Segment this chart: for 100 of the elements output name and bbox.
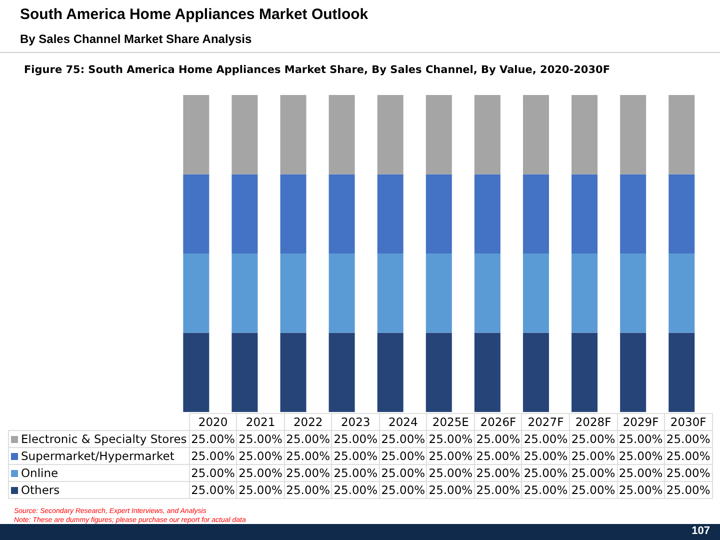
x-tick-label: 2028F [570, 414, 618, 430]
text: 107 [692, 525, 710, 537]
data-label: 25.00% [474, 464, 522, 482]
data-label: 25.00% [617, 464, 665, 482]
chart-subtitle: By Sales Channel Market Share Analysis [20, 32, 252, 46]
bar [328, 95, 355, 174]
bar [474, 332, 500, 412]
bar [377, 254, 404, 333]
data-label: 25.00% [332, 430, 380, 448]
legend-label: Others [8, 482, 190, 498]
data-label: 25.00% [236, 464, 284, 482]
data-label: 25.00% [332, 464, 380, 482]
x-tick-label: 2026F [474, 414, 522, 430]
bar [232, 174, 258, 254]
legend-label: Electronic & Specialty Stores [8, 430, 190, 448]
data-label: 25.00% [284, 464, 332, 482]
data-label: 25.00% [617, 430, 665, 448]
data-label: 25.00% [189, 482, 237, 498]
bar [572, 95, 598, 174]
legend-label: Supermarket/Hypermarket [8, 448, 190, 464]
bar [426, 95, 452, 174]
x-tick-label: 2029F [617, 414, 665, 430]
x-tick-label: 2023 [332, 414, 380, 430]
bar [377, 332, 404, 412]
bar [426, 254, 452, 333]
bar [377, 95, 404, 174]
chart-title: South America Home Appliances Market Outlook [20, 6, 368, 23]
bar [474, 174, 500, 254]
data-label: 25.00% [474, 448, 522, 464]
data-label: 25.00% [189, 464, 237, 482]
bar [474, 254, 500, 333]
data-label: 25.00% [189, 448, 237, 464]
data-label: 25.00% [379, 482, 427, 498]
data-label: 25.00% [426, 448, 474, 464]
bar [183, 254, 210, 333]
bar [280, 95, 306, 174]
data-label: 25.00% [284, 482, 332, 498]
bar [522, 332, 549, 412]
bar [668, 332, 695, 412]
data-label: 25.00% [426, 464, 474, 482]
data-label: 25.00% [284, 430, 332, 448]
x-tick-label: 2022 [284, 414, 332, 430]
bar [232, 254, 258, 333]
data-label: 25.00% [617, 482, 665, 498]
x-tick-label: 2030F [664, 414, 712, 430]
bar [572, 332, 598, 412]
data-label: 25.00% [522, 448, 570, 464]
x-axis-title: Figure 75: South America Home Appliances Market Share, By Sales Channel, By Value, 2020-2030F [24, 64, 610, 76]
legend-label: Online [8, 464, 190, 482]
bar [328, 254, 355, 333]
bar [426, 332, 452, 412]
bar [328, 174, 355, 254]
data-label: 25.00% [570, 482, 618, 498]
data-label: 25.00% [617, 448, 665, 464]
data-label: 25.00% [570, 464, 618, 482]
bar [474, 95, 500, 174]
bar [668, 254, 695, 333]
bar [668, 95, 695, 174]
bar [280, 174, 306, 254]
data-label: 25.00% [570, 448, 618, 464]
bar [620, 95, 646, 174]
data-label: 25.00% [570, 430, 618, 448]
data-label: 25.00% [522, 482, 570, 498]
bar [280, 332, 306, 412]
data-label: 25.00% [379, 464, 427, 482]
bar [620, 254, 646, 333]
data-label: 25.00% [236, 430, 284, 448]
x-tick-label: 2027F [522, 414, 570, 430]
bar [522, 174, 549, 254]
bar [620, 174, 646, 254]
data-label: 25.00% [474, 430, 522, 448]
data-label: 25.00% [474, 482, 522, 498]
bar [620, 332, 646, 412]
data-label: 25.00% [664, 464, 712, 482]
bar [232, 332, 258, 412]
data-label: 25.00% [426, 482, 474, 498]
bar [668, 174, 695, 254]
data-label: 25.00% [236, 482, 284, 498]
data-label: 25.00% [332, 482, 380, 498]
data-label: 25.00% [379, 448, 427, 464]
x-tick-label: 2024 [379, 414, 427, 430]
data-label: 25.00% [522, 430, 570, 448]
bar [377, 174, 404, 254]
data-label: 25.00% [379, 430, 427, 448]
bar [280, 254, 306, 333]
bar [183, 174, 210, 254]
data-label: 25.00% [426, 430, 474, 448]
bar [183, 332, 210, 412]
bar [572, 174, 598, 254]
bar [328, 332, 355, 412]
x-tick-label: 2020 [189, 414, 237, 430]
x-tick-label: 2021 [236, 414, 284, 430]
data-label: 25.00% [664, 448, 712, 464]
bar [522, 254, 549, 333]
data-label: 25.00% [189, 430, 237, 448]
data-label: 25.00% [522, 464, 570, 482]
data-label: 25.00% [332, 448, 380, 464]
bar [522, 95, 549, 174]
bar [572, 254, 598, 333]
data-label: 25.00% [664, 482, 712, 498]
